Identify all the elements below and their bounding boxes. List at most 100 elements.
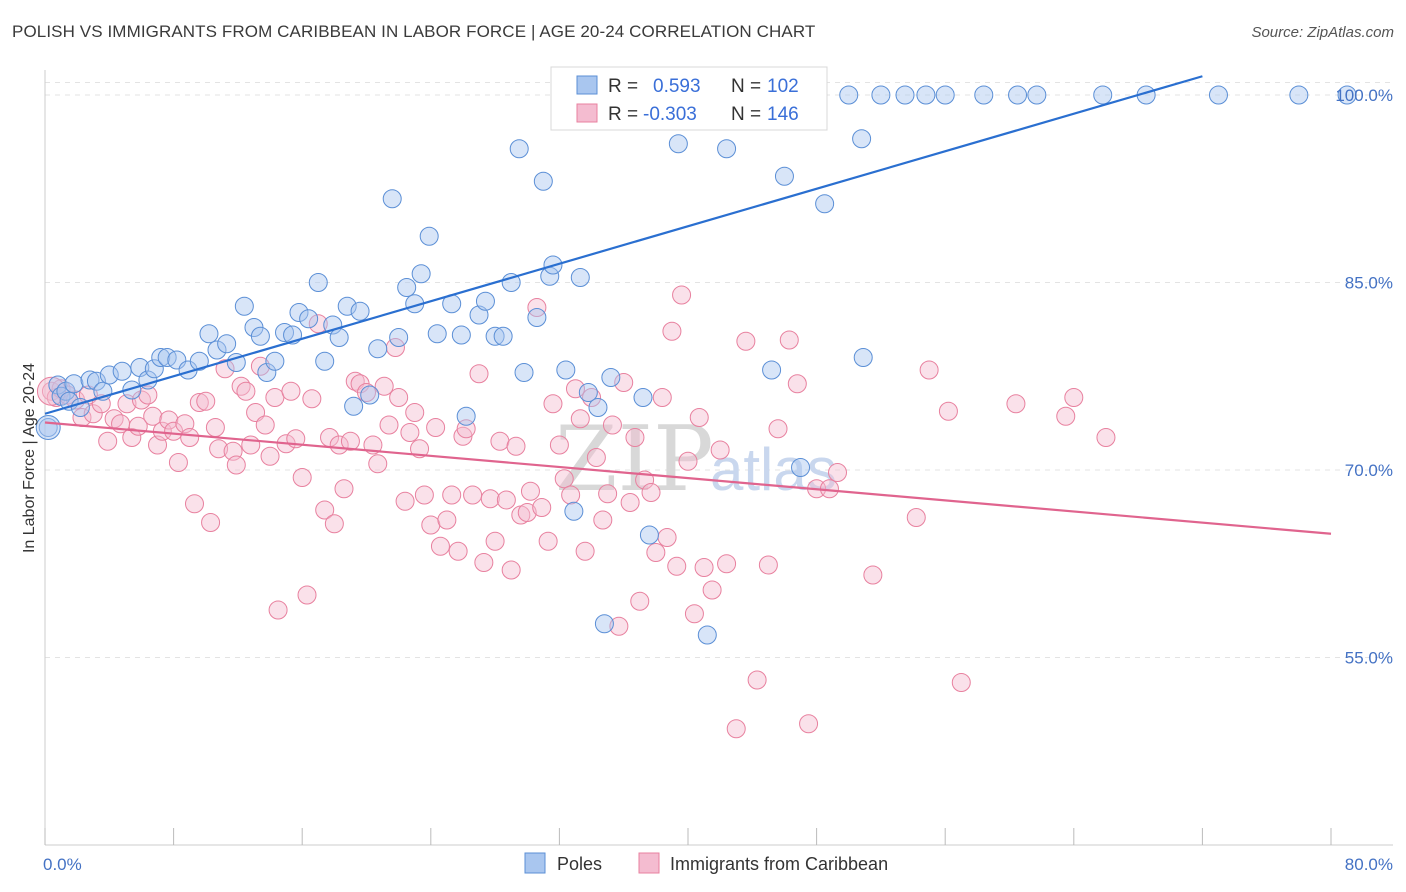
poles-point-39	[344, 396, 364, 416]
caribbean-point-30	[209, 439, 229, 459]
poles-point-82	[774, 166, 794, 186]
caribbean-point-101	[586, 448, 606, 467]
poles-point-64	[556, 360, 576, 380]
caribbean-point-128	[758, 555, 778, 575]
poles-point-87	[839, 85, 859, 105]
caribbean-point-112	[646, 543, 666, 562]
poles-point-large	[35, 415, 61, 440]
caribbean-point-122	[702, 580, 722, 600]
poles-point-59	[514, 363, 534, 382]
caribbean-point-73	[437, 510, 457, 530]
poles-point-75	[668, 134, 688, 154]
caribbean-point-80	[474, 553, 494, 572]
poles-point-54	[475, 291, 495, 311]
poles-point-35	[315, 351, 335, 371]
legend-swatch-poles	[576, 75, 598, 95]
caribbean-point-111	[641, 483, 661, 502]
caribbean-point-124	[717, 554, 737, 574]
poles-point-37	[329, 328, 349, 347]
caribbean-point-81	[480, 489, 500, 509]
caribbean-point-58	[357, 383, 376, 402]
caribbean-point-115	[662, 321, 682, 341]
bottom-legend-label-poles: Poles	[557, 854, 602, 874]
caribbean-point-41	[265, 388, 285, 407]
legend-box: R = 0.593 N = 102 R = -0.303 N = 146	[550, 66, 828, 131]
caribbean-point-97	[565, 379, 585, 399]
poles-point-47	[411, 264, 431, 284]
caribbean-point-50	[315, 500, 335, 520]
poles-point-21	[199, 324, 219, 344]
caribbean-point-75	[448, 541, 468, 561]
caribbean-point-85	[501, 560, 521, 580]
caribbean-point-28	[201, 513, 221, 532]
caribbean-point-25	[184, 494, 204, 514]
caribbean-point-103	[598, 484, 618, 504]
caribbean-point-26	[189, 393, 209, 412]
chart-title: POLISH VS IMMIGRANTS FROM CARIBBEAN IN L…	[12, 22, 816, 41]
y-tick-label-2: 85.0%	[1345, 274, 1393, 293]
y-tick-label-0: 55.0%	[1345, 649, 1393, 668]
caribbean-point-109	[630, 591, 650, 611]
poles-point-66	[570, 268, 590, 287]
poles-point-32	[289, 303, 309, 322]
poles-point-10	[99, 365, 119, 385]
caribbean-point-27	[196, 391, 216, 411]
poles-point-73	[639, 525, 659, 545]
caribbean-point-117	[672, 285, 692, 305]
caribbean-point-61	[374, 376, 394, 396]
poles-point-65	[564, 501, 584, 521]
caribbean-point-13	[122, 428, 142, 447]
poles-point-42	[368, 339, 388, 359]
caribbean-point-37	[246, 403, 266, 422]
poles-point-55	[485, 326, 505, 346]
caribbean-point-108	[625, 428, 645, 447]
y-tick-label-3: 100.0%	[1335, 86, 1393, 105]
poles-point-91	[895, 85, 915, 105]
bottom-legend: Poles Immigrants from Caribbean	[524, 852, 888, 874]
caribbean-point-143	[1064, 388, 1084, 407]
legend-n-label-poles: N =	[731, 76, 761, 97]
poles-point-81	[762, 360, 782, 380]
caribbean-point-91	[532, 498, 552, 517]
source-label: Source: ZipAtlas.com	[1251, 24, 1394, 41]
legend-r-label-caribbean: R =	[608, 104, 638, 125]
poles-point-45	[397, 278, 417, 297]
legend-n-value-poles: 102	[767, 76, 799, 97]
x-tick-label-max: 80.0%	[1345, 855, 1393, 874]
caribbean-point-116	[667, 556, 687, 576]
caribbean-point-54	[334, 479, 354, 499]
trend-lines	[44, 75, 1332, 535]
caribbean-point-105	[609, 616, 629, 636]
poles-point-68	[588, 398, 608, 417]
poles-point-1	[48, 375, 68, 395]
poles-point-20	[189, 351, 209, 371]
caribbean-point-20	[159, 410, 179, 430]
caribbean-point-123	[710, 440, 730, 460]
caribbean-point-68	[410, 439, 430, 459]
bottom-legend-swatch-caribbean	[638, 852, 660, 874]
caribbean-point-88	[517, 503, 537, 522]
caribbean-point-33	[226, 455, 246, 475]
caribbean-point-47	[297, 585, 317, 605]
poles-point-11	[112, 361, 132, 381]
legend-r-value-caribbean: -0.303	[643, 104, 697, 125]
caribbean-point-142	[1056, 406, 1076, 426]
caribbean-point-56	[345, 371, 365, 391]
series-caribbean-points	[36, 285, 1116, 739]
poles-point-30	[275, 323, 295, 342]
grid-lines	[45, 82, 1393, 658]
caribbean-point-31	[215, 359, 235, 379]
caribbean-point-40	[260, 446, 280, 466]
y-tick-labels: 55.0% 70.0% 85.0% 100.0%	[1335, 86, 1393, 668]
caribbean-point-137	[906, 508, 926, 527]
caribbean-point-22	[168, 453, 188, 472]
poles-point-25	[234, 296, 254, 316]
poles-point-99	[1208, 85, 1228, 105]
poles-point-41	[360, 385, 380, 405]
poles-point-67	[578, 383, 598, 402]
poles-point-84	[791, 458, 811, 477]
poles-point-16	[151, 348, 171, 367]
caribbean-point-62	[379, 415, 399, 435]
series-poles-points	[35, 85, 1357, 645]
caribbean-point-135	[827, 463, 847, 482]
